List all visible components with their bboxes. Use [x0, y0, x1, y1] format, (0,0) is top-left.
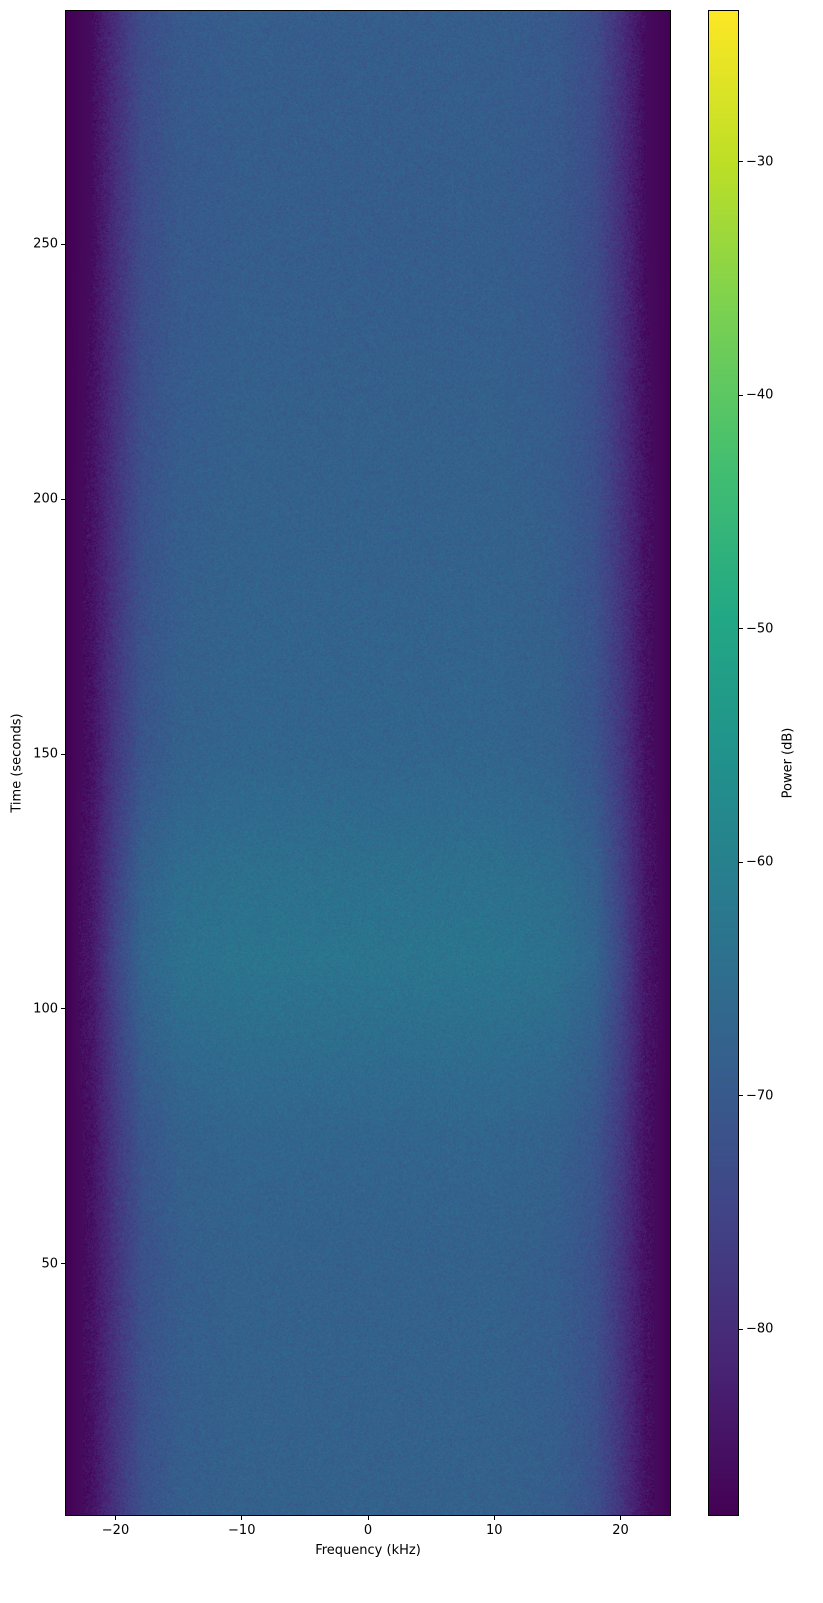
x-tick-mark — [620, 1516, 621, 1520]
colorbar-tick-mark — [739, 1095, 743, 1096]
x-tick-mark — [115, 1516, 116, 1520]
x-tick-label: 0 — [364, 1523, 372, 1538]
y-tick-mark — [61, 1263, 65, 1264]
colorbar-tick-mark — [739, 628, 743, 629]
spectrogram-image — [66, 11, 670, 1515]
colorbar-tick-label: −60 — [746, 855, 773, 870]
colorbar — [708, 10, 739, 1516]
colorbar-tick-label: −30 — [746, 154, 773, 169]
y-tick-mark — [61, 754, 65, 755]
x-tick-label: −10 — [228, 1523, 255, 1538]
y-tick-mark — [61, 244, 65, 245]
colorbar-tick-mark — [739, 862, 743, 863]
colorbar-tick-mark — [739, 395, 743, 396]
x-tick-mark — [494, 1516, 495, 1520]
colorbar-label: Power (dB) — [781, 728, 796, 799]
y-tick-label: 50 — [41, 1256, 58, 1271]
colorbar-tick-label: −50 — [746, 621, 773, 636]
x-tick-label: 20 — [612, 1523, 629, 1538]
y-tick-mark — [61, 1008, 65, 1009]
colorbar-tick-mark — [739, 1329, 743, 1330]
y-axis-label: Time (seconds) — [10, 713, 25, 812]
colorbar-tick-label: −40 — [746, 388, 773, 403]
x-tick-mark — [241, 1516, 242, 1520]
colorbar-tick-label: −70 — [746, 1088, 773, 1103]
colorbar-gradient — [709, 11, 738, 1515]
y-tick-label: 200 — [33, 492, 58, 507]
colorbar-tick-label: −80 — [746, 1322, 773, 1337]
x-tick-label: −20 — [102, 1523, 129, 1538]
y-tick-label: 150 — [33, 747, 58, 762]
x-tick-mark — [368, 1516, 369, 1520]
y-tick-label: 100 — [33, 1001, 58, 1016]
y-tick-label: 250 — [33, 237, 58, 252]
colorbar-tick-mark — [739, 161, 743, 162]
spectrogram-plot-area — [65, 10, 671, 1516]
y-tick-mark — [61, 499, 65, 500]
x-axis-label: Frequency (kHz) — [315, 1543, 421, 1558]
x-tick-label: 10 — [486, 1523, 503, 1538]
